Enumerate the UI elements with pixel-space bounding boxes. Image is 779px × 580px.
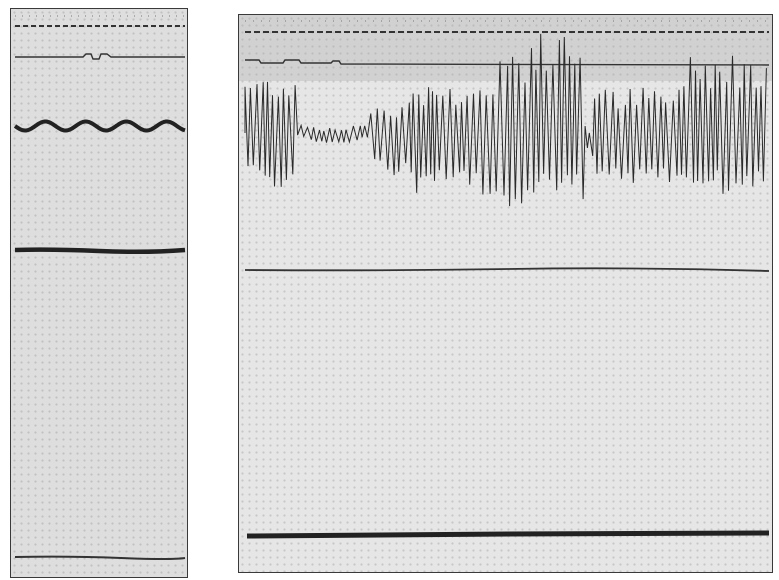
right-pressure-line [244, 267, 770, 272]
left-baseline [14, 555, 186, 560]
right-trace-strip [238, 14, 773, 573]
right-trace-canvas [244, 20, 770, 539]
right-event-marker [245, 59, 770, 66]
left-event-marker [15, 53, 185, 60]
left-trace-canvas [13, 15, 186, 560]
left-respiration-wave [13, 119, 186, 133]
left-trace-strip [10, 8, 188, 578]
right-baseline [246, 530, 770, 539]
left-blood-pressure-line [14, 247, 186, 255]
right-oscillation-trace [244, 33, 767, 207]
right-top-band [239, 15, 772, 81]
